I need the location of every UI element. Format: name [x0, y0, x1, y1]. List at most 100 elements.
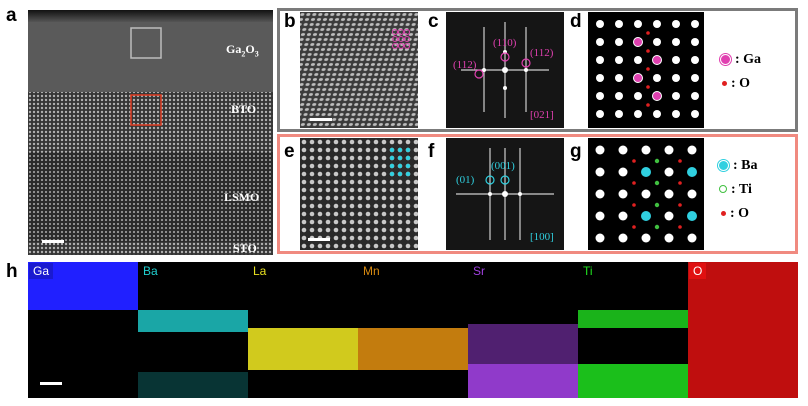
- fft-spot-label-2: (110): [493, 37, 517, 49]
- lattice-atom: [653, 110, 661, 118]
- ba-atom: [641, 211, 651, 221]
- panel-f-fft-image: (01) (001) [100]: [446, 138, 564, 250]
- panel-label-a: a: [6, 5, 17, 26]
- eds-maps-strip: Ga Ba La Mn Sr Ti O: [28, 262, 798, 398]
- ti-atom: [654, 224, 660, 230]
- ti-atom-icon: [719, 185, 727, 194]
- lattice-atom: [653, 38, 661, 46]
- eds-map-la: La: [248, 262, 358, 398]
- o-atom: [646, 85, 650, 89]
- eds-band: [138, 372, 248, 398]
- panel-a-layers: [28, 10, 273, 255]
- o-atom: [678, 181, 682, 185]
- ti-atom: [654, 158, 660, 164]
- ga-atom: [652, 55, 662, 65]
- layer-label-ga2o3: Ga2O3: [226, 42, 259, 59]
- eds-map-ba: Ba: [138, 262, 248, 398]
- lattice-atom: [687, 189, 697, 199]
- ti-atom: [654, 202, 660, 208]
- lattice-atom: [687, 233, 697, 243]
- o-atom: [632, 181, 636, 185]
- panel-c-fft-image: (112) (110) (112) [021]: [446, 12, 564, 128]
- eds-band: [138, 310, 248, 332]
- lattice-atom: [641, 145, 651, 155]
- eds-band: [468, 364, 578, 398]
- lattice-atom: [672, 92, 680, 100]
- lattice-atom: [595, 189, 605, 199]
- fft-spot-label-001: (001): [491, 160, 515, 172]
- eds-map-ti: Ti: [578, 262, 688, 398]
- lattice-atom: [596, 38, 604, 46]
- legend-d-o: : O: [722, 74, 750, 92]
- scale-bar: [42, 240, 64, 243]
- lattice-atom: [634, 92, 642, 100]
- legend-g-ti: : Ti: [719, 180, 752, 198]
- lattice-atom: [641, 233, 651, 243]
- eds-band: [688, 262, 798, 398]
- lattice-atom: [615, 74, 623, 82]
- panel-e-hrstem-image: [300, 138, 418, 250]
- legend-g-o: : O: [721, 204, 749, 222]
- eds-band: [358, 328, 468, 370]
- panel-label-d: d: [570, 11, 582, 32]
- lattice-atom: [641, 189, 651, 199]
- panel-label-g: g: [570, 141, 582, 162]
- lattice-atom: [615, 92, 623, 100]
- ga-atom: [633, 37, 643, 47]
- legend-d-ga: : Ga: [720, 50, 761, 68]
- zone-axis-label-f: [100]: [530, 231, 554, 243]
- o-atom: [646, 103, 650, 107]
- o-atom: [632, 225, 636, 229]
- ga-atom: [633, 73, 643, 83]
- fft-spot-label-01: (01): [456, 174, 475, 186]
- ba-atom: [641, 167, 651, 177]
- lattice-atom: [595, 145, 605, 155]
- lattice-atom: [634, 110, 642, 118]
- eds-map-sr: Sr: [468, 262, 578, 398]
- lattice-atom: [618, 167, 628, 177]
- bto-roi-box: [130, 94, 162, 126]
- eds-map-title: Sr: [469, 263, 489, 279]
- o-atom: [646, 67, 650, 71]
- fft-spot-label-3: (112): [530, 47, 554, 59]
- lattice-atom: [595, 167, 605, 177]
- panel-label-f: f: [428, 141, 435, 162]
- bto-atom-model: [588, 138, 704, 250]
- eds-map-title: O: [689, 263, 707, 279]
- o-atom: [678, 225, 682, 229]
- eds-map-o: O: [688, 262, 798, 398]
- eds-map-title: Ba: [139, 263, 162, 279]
- ba-atom: [687, 167, 697, 177]
- lattice-atom: [615, 110, 623, 118]
- lattice-atom: [634, 20, 642, 28]
- panel-label-e: e: [284, 141, 295, 162]
- panel-d-simulation-image: [588, 12, 704, 128]
- layer-label-sto: STO: [233, 241, 257, 255]
- ga2o3-roi-box: [130, 27, 162, 59]
- panel-g-simulation-image: [588, 138, 704, 250]
- eds-band: [468, 324, 578, 364]
- panel-b-hrstem-image: [300, 12, 418, 128]
- o-atom: [678, 203, 682, 207]
- o-atom: [646, 49, 650, 53]
- lattice-atom: [691, 92, 699, 100]
- lattice-atom: [596, 92, 604, 100]
- o-atom-icon: [722, 80, 727, 86]
- lattice-atom: [664, 211, 674, 221]
- eds-map-ga: Ga: [28, 262, 138, 398]
- lattice-atom: [596, 20, 604, 28]
- eds-band: [248, 328, 358, 370]
- eds-scale-bar: [40, 382, 62, 385]
- eds-band: [578, 364, 688, 398]
- panel-label-c: c: [428, 11, 439, 32]
- lattice-atom: [664, 233, 674, 243]
- fft-spot-label-1: (112): [453, 59, 477, 71]
- o-atom: [646, 31, 650, 35]
- zone-axis-label: [021]: [530, 109, 554, 121]
- eds-map-title: La: [249, 263, 271, 279]
- lattice-atom: [691, 110, 699, 118]
- ti-atom: [654, 180, 660, 186]
- panel-a-stem-image: Ga2O3 BTO LSMO STO: [28, 10, 273, 255]
- o-atom: [632, 159, 636, 163]
- lattice-atom: [653, 74, 661, 82]
